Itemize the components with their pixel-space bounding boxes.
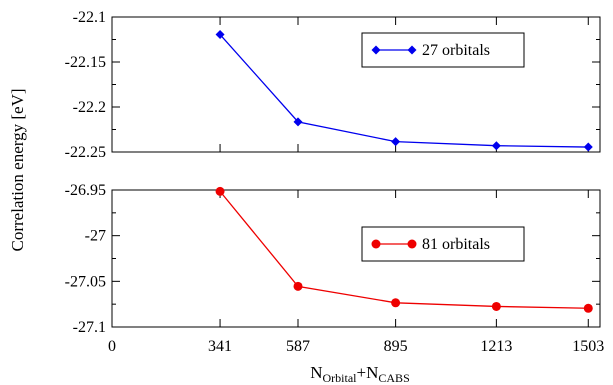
x-tick-label: 1503 xyxy=(572,338,604,355)
panel-top: -22.1 -22.15 -22.2 -22.25 27 orbitals xyxy=(65,9,601,161)
data-point xyxy=(293,117,303,127)
x-title-text: +N xyxy=(357,363,379,382)
data-point xyxy=(491,301,501,311)
legend: 81 orbitals xyxy=(361,226,525,262)
panel-frame xyxy=(111,16,601,153)
data-point xyxy=(215,30,225,40)
x-tick-label: 341 xyxy=(208,338,232,355)
x-tick-label: 895 xyxy=(384,338,408,355)
x-axis-title: NOrbital+NCABS xyxy=(310,363,410,385)
data-point xyxy=(583,303,593,313)
data-point xyxy=(293,281,303,291)
x-title-subscript: Orbital xyxy=(323,371,358,385)
legend-label: 27 orbitals xyxy=(422,42,490,59)
data-point xyxy=(391,298,401,308)
x-tick-label: 0 xyxy=(108,338,116,355)
y-tick-label: -22.15 xyxy=(65,54,106,71)
legend: 27 orbitals xyxy=(361,32,525,68)
x-axis: 0 341 587 895 1213 1503 xyxy=(108,338,604,355)
data-point xyxy=(215,186,225,196)
x-tick-label: 587 xyxy=(286,338,310,355)
y-tick-label: -27.1 xyxy=(73,319,106,336)
data-point xyxy=(583,142,593,152)
x-title-text: N xyxy=(310,363,322,382)
y-tick-label: -22.2 xyxy=(73,99,106,116)
legend-marker xyxy=(371,239,381,249)
y-tick-label: -26.95 xyxy=(65,182,106,199)
y-tick-label: -27.05 xyxy=(65,273,106,290)
x-tick-label: 1213 xyxy=(480,338,512,355)
y-tick-label: -22.25 xyxy=(65,144,106,161)
y-tick-label: -27 xyxy=(85,228,106,245)
data-point xyxy=(391,137,401,147)
y-tick-label: -22.1 xyxy=(73,9,106,26)
legend-marker xyxy=(407,45,417,55)
x-title-subscript: CABS xyxy=(378,371,409,385)
legend-marker xyxy=(407,239,417,249)
legend-label: 81 orbitals xyxy=(422,236,490,253)
panel-bottom: -26.95 -27 -27.05 -27.1 81 orbitals xyxy=(65,182,601,336)
y-axis-title: Correlation energy [eV] xyxy=(8,88,27,251)
data-point xyxy=(491,141,501,151)
legend-marker xyxy=(371,45,381,55)
